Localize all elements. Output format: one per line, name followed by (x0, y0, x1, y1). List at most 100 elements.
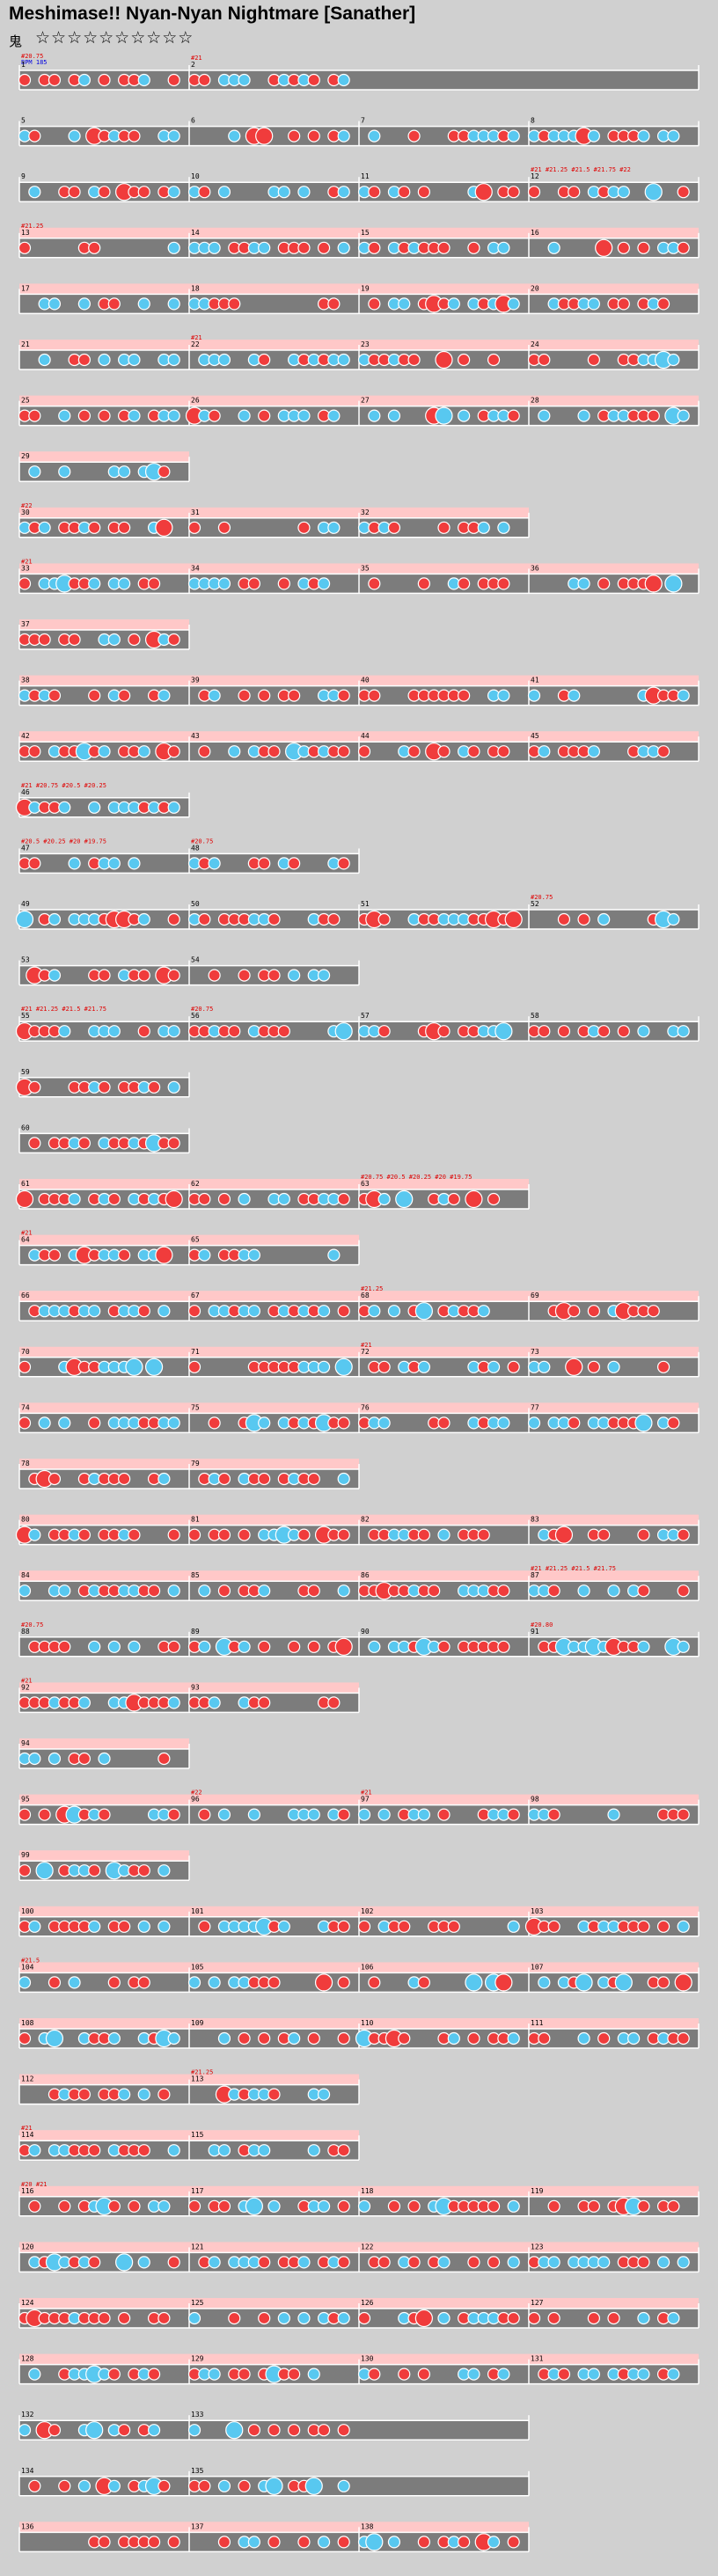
ka-note (167, 2144, 180, 2157)
don-note (587, 2199, 600, 2213)
ka-note (337, 1472, 350, 1486)
ka-note (118, 2088, 131, 2101)
ka-note (228, 745, 241, 758)
don-note (417, 2367, 430, 2381)
don-note (497, 1640, 510, 1653)
ka-note (577, 577, 590, 590)
don-note (487, 2199, 501, 2213)
don-note (447, 1920, 460, 1933)
don-note (228, 2311, 241, 2325)
don-note (48, 1976, 62, 1989)
ka-note (167, 1416, 180, 1430)
bar-number: 5 (21, 117, 26, 125)
ka-note (667, 353, 680, 367)
ka-note (368, 1305, 381, 1318)
ka-note (597, 2256, 611, 2269)
ka-note (28, 1920, 41, 1933)
ka-note (167, 1025, 180, 1038)
bar-number: 104 (21, 1963, 34, 1971)
don-note (118, 521, 131, 534)
don-note (437, 241, 451, 254)
big-don-note (465, 1189, 483, 1209)
scroll-change-label: #20 #21 (21, 2181, 48, 2188)
ka-note (507, 1920, 520, 1933)
ka-note (88, 1640, 101, 1653)
don-note (267, 2536, 281, 2549)
don-note (258, 353, 271, 367)
don-note (317, 241, 331, 254)
ka-note (48, 912, 62, 926)
ka-note (368, 409, 381, 422)
ka-note (337, 186, 350, 199)
bar-number: 80 (21, 1516, 30, 1524)
bar-number: 34 (191, 564, 200, 572)
ka-note (297, 2256, 311, 2269)
scroll-change-label: #21.25 (191, 2069, 213, 2076)
don-note (307, 1640, 320, 1653)
scroll-change-label: #20.75 (531, 894, 553, 901)
ka-note (208, 1696, 221, 1709)
ka-note (167, 1696, 180, 1709)
ka-note (58, 1584, 71, 1598)
scroll-change-label: #21.25 (361, 1285, 383, 1292)
don-note (118, 1920, 131, 1933)
ka-note (208, 689, 221, 702)
don-note (48, 1248, 62, 1262)
big-ka-note (614, 1973, 633, 1992)
bar-number: 84 (21, 1571, 30, 1579)
bar-number: 100 (21, 1907, 34, 1915)
ka-note (507, 2256, 520, 2269)
ka-note (137, 2088, 150, 2101)
don-note (28, 2479, 41, 2492)
ka-note (48, 969, 62, 982)
don-note (337, 1305, 350, 1318)
bar-number: 120 (21, 2243, 34, 2250)
don-note (107, 1192, 121, 1206)
scroll-change-label: #21 (21, 1230, 33, 1237)
big-ka-note (395, 1189, 414, 1209)
don-note (18, 241, 32, 254)
ka-note (307, 2367, 320, 2381)
scroll-change-label: #20.75 #20.5 #20.25 #20 #19.75 (361, 1174, 472, 1181)
ka-note (208, 1976, 221, 1989)
don-note (198, 1192, 211, 1206)
bar-number: 39 (191, 677, 200, 684)
don-note (297, 2536, 311, 2549)
don-note (368, 577, 381, 590)
don-note (437, 1416, 451, 1430)
don-note (258, 2256, 271, 2269)
scroll-legend: #20.75 (21, 53, 43, 60)
ka-note (288, 2031, 301, 2045)
bar-number: 87 (531, 1571, 539, 1579)
gogo-highlight (19, 451, 189, 463)
ka-note (617, 186, 630, 199)
ka-note (317, 1305, 331, 1318)
ka-note (217, 2031, 231, 2045)
don-note (447, 1192, 460, 1206)
scroll-change-label: #21 #21.25 #21.5 #21.75 (531, 1565, 616, 1572)
don-note (597, 1025, 611, 1038)
ka-note (187, 2424, 201, 2437)
don-note (368, 689, 381, 702)
ka-note (507, 2031, 520, 2045)
don-note (377, 1360, 391, 1373)
don-note (487, 353, 501, 367)
bar-number: 21 (21, 340, 30, 348)
ka-note (158, 2199, 171, 2213)
bar-number: 97 (361, 1796, 370, 1804)
bar-number: 29 (21, 452, 30, 460)
scroll-change-label: #21 (21, 558, 33, 565)
don-note (337, 1976, 350, 1989)
bar-number: 19 (361, 284, 370, 292)
ka-note (387, 2536, 401, 2549)
don-note (167, 2536, 180, 2549)
ka-note (297, 2311, 311, 2325)
ka-note (437, 2311, 451, 2325)
don-note (198, 912, 211, 926)
ka-note (18, 1976, 32, 1989)
don-note (238, 689, 251, 702)
bar-number: 20 (531, 284, 539, 292)
ka-note (217, 577, 231, 590)
ka-note (247, 1248, 260, 1262)
scroll-change-label: #22 (191, 1789, 202, 1797)
